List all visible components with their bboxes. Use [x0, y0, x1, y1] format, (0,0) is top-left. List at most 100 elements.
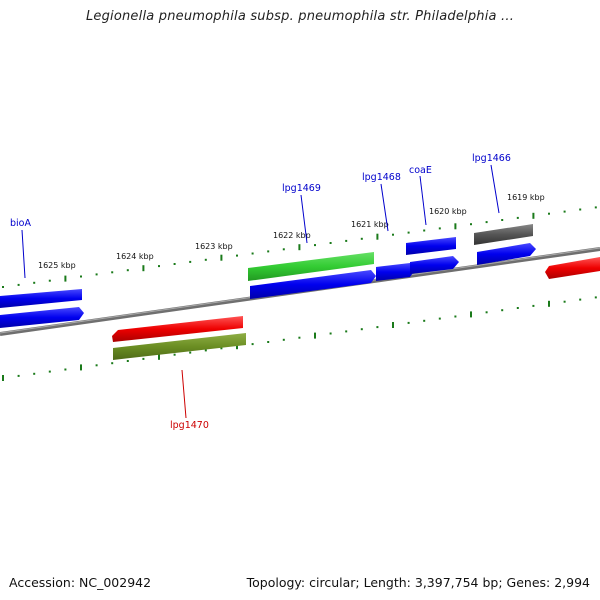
gene-label-lpg1466[interactable]: lpg1466: [472, 153, 511, 164]
minor-tick: [438, 317, 441, 320]
minor-tick: [236, 254, 238, 257]
minor-tick: [594, 206, 597, 209]
gene-label-lpg1469[interactable]: lpg1469: [282, 183, 321, 194]
major-tick: [142, 265, 145, 272]
gene-feature[interactable]: [410, 256, 459, 274]
gene-feature[interactable]: [477, 243, 536, 265]
gene-label-lpg1468[interactable]: lpg1468: [362, 172, 401, 183]
minor-tick: [423, 229, 426, 232]
major-tick: [548, 300, 550, 307]
gene-feature[interactable]: [250, 270, 376, 299]
kbp-label: 1621 kbp: [351, 220, 389, 229]
minor-tick: [516, 216, 519, 219]
major-tick: [376, 233, 379, 240]
minor-tick: [95, 364, 98, 367]
gene-feature-coaE[interactable]: [406, 237, 456, 255]
kbp-label: 1619 kbp: [507, 193, 545, 202]
gene-feature-lpg1469[interactable]: [248, 252, 374, 281]
minor-tick: [189, 351, 192, 354]
minor-tick: [329, 242, 332, 244]
minor-tick: [173, 263, 176, 265]
minor-tick: [142, 357, 145, 360]
major-tick: [236, 343, 238, 350]
minor-tick: [516, 307, 519, 309]
minor-tick: [392, 233, 394, 236]
gene-feature-red[interactable]: [545, 257, 600, 279]
minor-tick: [485, 221, 488, 224]
minor-tick: [563, 210, 566, 213]
major-tick: [64, 275, 67, 282]
minor-tick: [579, 298, 582, 301]
minor-tick: [158, 265, 160, 268]
page-title: Legionella pneumophila subsp. pneumophil…: [85, 9, 515, 24]
minor-tick: [454, 315, 457, 318]
major-tick: [470, 311, 472, 318]
minor-tick: [282, 338, 285, 341]
gene-label-bioA[interactable]: bioA: [10, 218, 31, 229]
gene-labels: bioA lpg1469 lpg1468 coaE lpg1466 lpg147…: [10, 153, 511, 431]
minor-tick: [360, 237, 363, 240]
major-tick: [298, 244, 301, 251]
gene-feature-lpg1466[interactable]: [474, 224, 533, 245]
kbp-label: 1624 kbp: [116, 252, 154, 261]
minor-tick: [189, 260, 192, 263]
minor-tick: [594, 296, 597, 299]
major-tick: [2, 375, 4, 381]
accession-label: Accession: NC_002942: [9, 575, 152, 590]
minor-tick: [532, 304, 535, 307]
minor-tick: [501, 219, 504, 221]
minor-tick: [548, 212, 550, 215]
gene-feature-lpg1468[interactable]: [376, 263, 415, 281]
minor-tick: [95, 273, 98, 276]
gene-label-lpg1470[interactable]: lpg1470: [170, 420, 209, 431]
kbp-label: 1623 kbp: [195, 242, 233, 251]
gene-feature[interactable]: [0, 307, 84, 328]
major-tick: [80, 364, 82, 371]
minor-tick: [173, 353, 176, 356]
minor-tick: [64, 368, 67, 371]
minor-tick: [314, 244, 316, 247]
kbp-ticks-inner: [2, 296, 597, 381]
minor-tick: [407, 231, 410, 234]
minor-tick: [267, 250, 270, 253]
minor-tick: [48, 370, 51, 373]
major-tick: [220, 254, 223, 261]
minor-tick: [360, 328, 363, 331]
minor-tick: [563, 300, 566, 303]
kbp-label: 1622 kbp: [273, 231, 311, 240]
minor-tick: [126, 269, 129, 272]
minor-tick: [204, 349, 207, 352]
label-leader-lines: [21, 164, 500, 419]
minor-tick: [329, 332, 332, 335]
minor-tick: [423, 319, 426, 322]
minor-tick: [267, 341, 270, 343]
major-tick: [314, 332, 316, 339]
minor-tick: [17, 283, 20, 286]
minor-tick: [407, 321, 410, 324]
gene-feature-bioA[interactable]: [0, 289, 82, 308]
gene-features[interactable]: [0, 224, 600, 360]
minor-tick: [2, 286, 4, 288]
major-tick: [158, 353, 160, 360]
major-tick: [392, 322, 394, 328]
minor-tick: [111, 271, 114, 274]
minor-tick: [48, 279, 51, 282]
minor-tick: [204, 258, 207, 261]
minor-tick: [579, 208, 582, 211]
major-tick: [454, 223, 457, 230]
minor-tick: [345, 330, 348, 333]
gene-label-coaE[interactable]: coaE: [409, 165, 432, 176]
minor-tick: [470, 223, 472, 226]
gene-feature-red[interactable]: [112, 316, 243, 342]
kbp-labels: 1625 kbp 1624 kbp 1623 kbp 1622 kbp 1621…: [38, 193, 545, 270]
gene-feature-lpg1470[interactable]: [113, 333, 246, 360]
minor-tick: [438, 227, 441, 230]
kbp-label: 1620 kbp: [429, 207, 467, 216]
minor-tick: [126, 360, 129, 362]
kbp-label: 1625 kbp: [38, 261, 76, 270]
minor-tick: [220, 347, 223, 350]
genome-summary: Topology: circular; Length: 3,397,754 bp…: [246, 575, 590, 590]
minor-tick: [251, 343, 254, 346]
minor-tick: [501, 309, 504, 312]
